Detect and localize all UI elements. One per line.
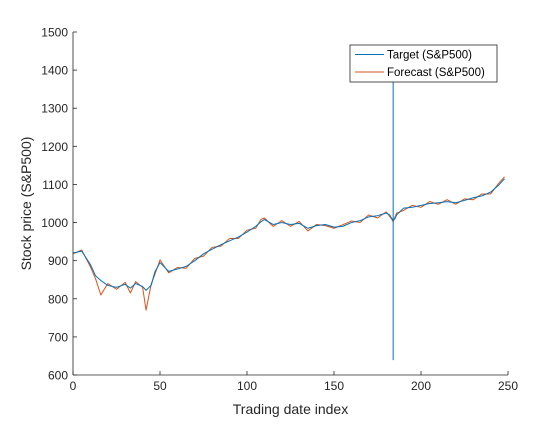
legend: Target (S&P500) Forecast (S&P500)	[349, 44, 498, 83]
x-tick-label: 200	[411, 379, 431, 393]
y-tick-label: 600	[48, 369, 68, 383]
x-tick-label: 150	[324, 379, 344, 393]
y-tick-label: 1300	[41, 102, 68, 116]
y-axis-label: Stock price (S&P500)	[18, 137, 34, 271]
legend-label-target: Target (S&P500)	[387, 50, 472, 62]
legend-box	[349, 44, 498, 83]
x-tick-label: 0	[70, 379, 77, 393]
y-tick-label: 700	[48, 330, 68, 344]
x-tick-label: 100	[237, 379, 257, 393]
series-line-target	[72, 77, 505, 361]
y-tick-label: 1200	[41, 140, 68, 154]
y-tick-label: 1500	[41, 26, 68, 40]
legend-label-forecast: Forecast (S&P500)	[387, 67, 485, 79]
x-axis-label: Trading date index	[233, 401, 348, 417]
x-tick-label: 250	[498, 379, 518, 393]
plot-area	[73, 32, 508, 375]
y-tick-label: 1000	[41, 216, 68, 230]
y-tick-label: 1400	[41, 64, 68, 78]
y-tick-label: 900	[48, 254, 68, 268]
y-tick-label: 1100	[42, 178, 68, 192]
y-tick-label: 800	[48, 292, 68, 306]
x-tick-label: 50	[153, 379, 167, 393]
